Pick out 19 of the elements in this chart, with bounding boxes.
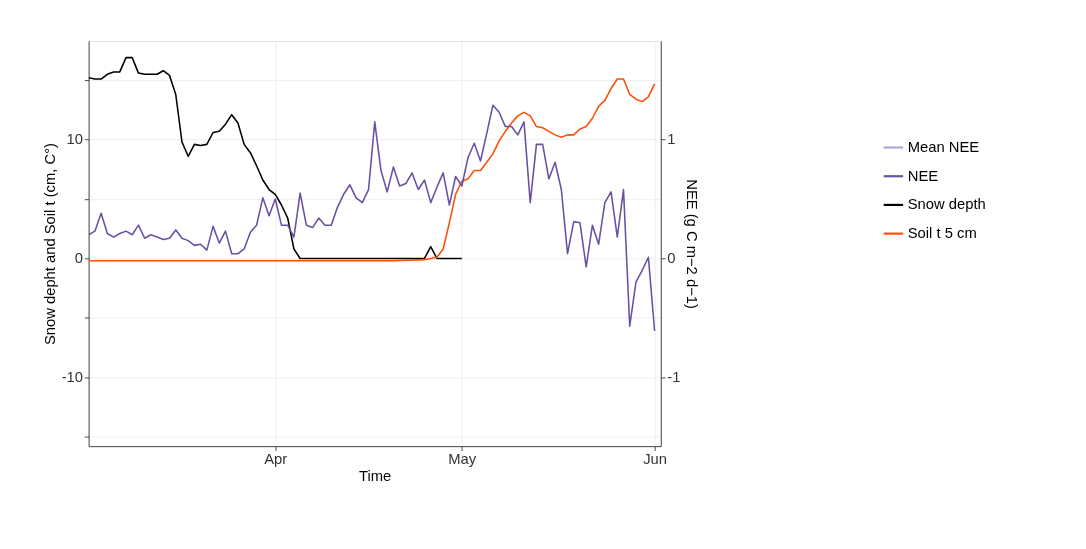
y-axis-title: Snow depht and Soil t (cm, C°) <box>41 143 58 346</box>
x-tick-label: Jun <box>643 451 667 468</box>
y-tick-label: 0 <box>74 250 84 267</box>
y2-tick-label: 1 <box>667 131 676 148</box>
x-tick-label: May <box>448 451 477 468</box>
legend-label: NEE <box>907 167 939 184</box>
legend-label: Snow depth <box>907 196 986 213</box>
legend-label: Soil t 5 cm <box>907 224 977 241</box>
line-series <box>88 78 656 262</box>
line-series <box>88 56 463 260</box>
line-series <box>88 104 656 332</box>
y2-axis-title: NEE (g C m−2 d−1) <box>684 179 701 309</box>
y-tick-label: 10 <box>66 131 84 148</box>
y-tick-label: -10 <box>61 369 84 386</box>
legend-label: Mean NEE <box>907 138 980 155</box>
y2-tick-label: -1 <box>667 369 681 386</box>
x-axis-title: Time <box>359 468 392 485</box>
y2-tick-label: 0 <box>667 250 676 267</box>
x-tick-label: Apr <box>264 451 288 468</box>
